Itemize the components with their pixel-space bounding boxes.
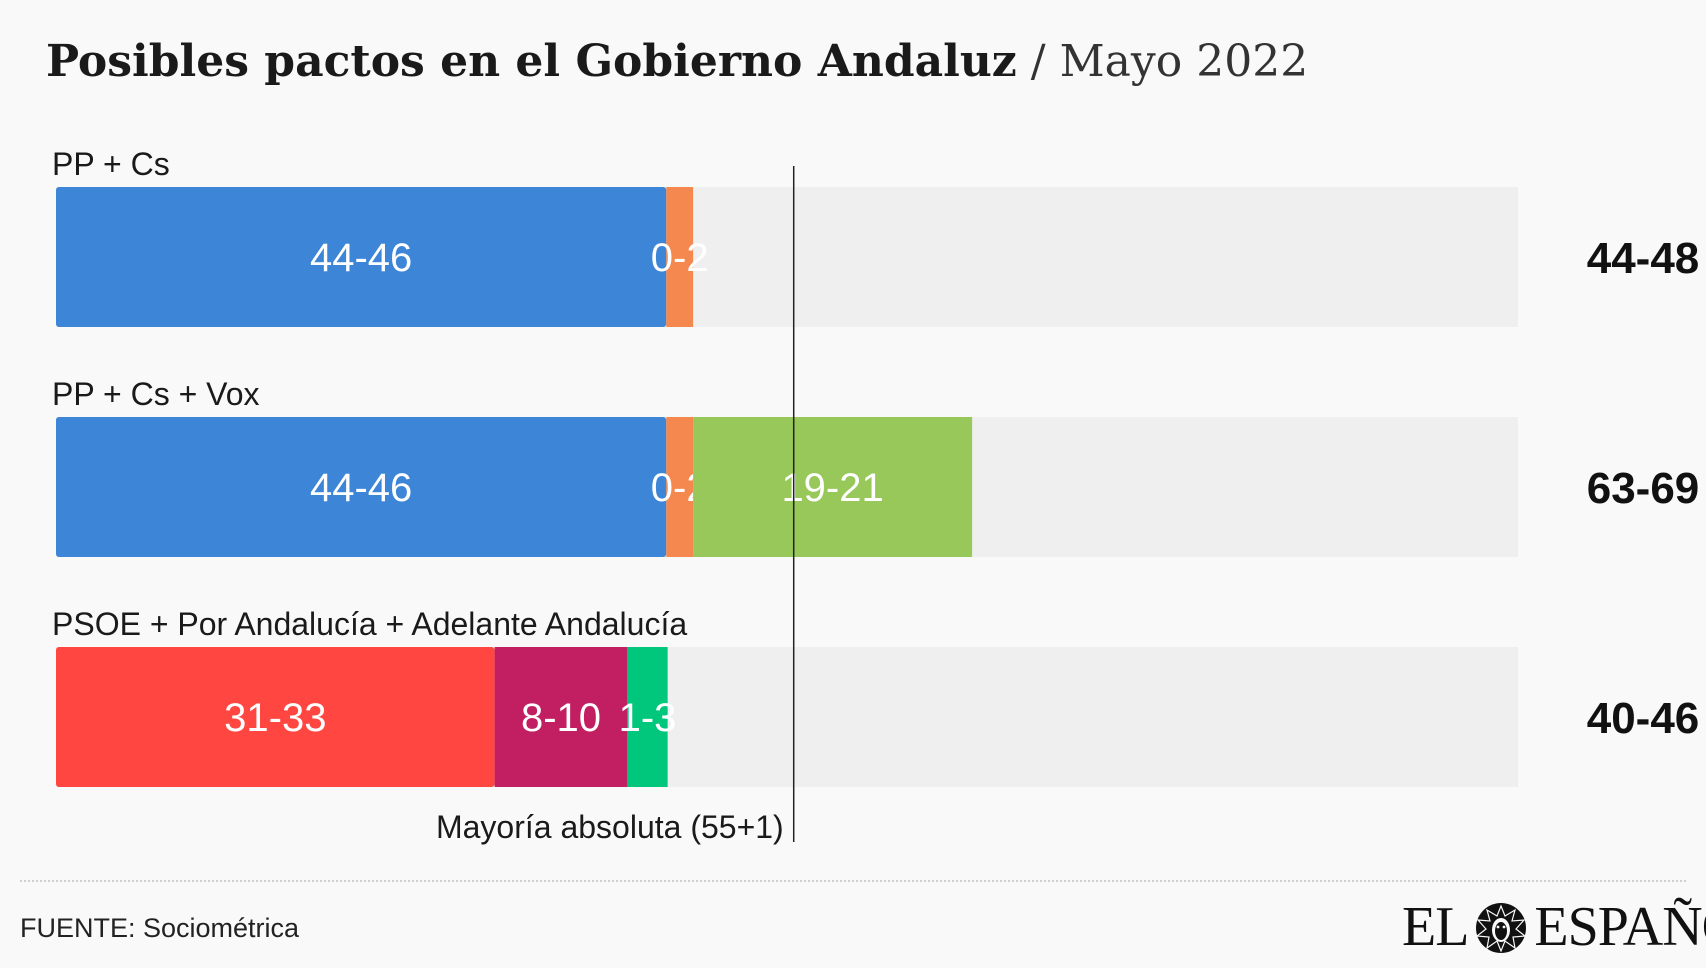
bar-segment: [494, 647, 628, 787]
footer-divider: [20, 880, 1686, 882]
segment-value-label: 1-3: [619, 696, 677, 740]
bar-segment: [666, 187, 694, 327]
segment-value-label: 44-46: [310, 236, 412, 280]
lion-head-icon: [1472, 900, 1530, 954]
row-label: PP + Cs: [52, 146, 170, 182]
logo-text-right: ESPAÑOL: [1534, 896, 1706, 958]
row-label: PSOE + Por Andalucía + Adelante Andalucí…: [52, 606, 687, 642]
segment-value-label: 19-21: [781, 466, 883, 510]
bar-segment: [56, 187, 667, 327]
bar-segment: [693, 417, 973, 557]
row-total-label: 44-48: [1587, 234, 1700, 283]
segment-value-label: 44-46: [310, 466, 412, 510]
source-note: FUENTE: Sociométrica: [20, 913, 300, 943]
bar-segment: [56, 417, 667, 557]
chart-subtitle: Mayo 2022: [1059, 36, 1309, 87]
chart-title: Posibles pactos en el Gobierno Andaluz: [46, 36, 1017, 87]
segment-value-label: 8-10: [521, 696, 601, 740]
bar-segment: [627, 647, 668, 787]
title-separator: /: [1030, 36, 1046, 87]
segment-value-label: 31-33: [224, 696, 326, 740]
segment-value-label: 0-2: [651, 236, 709, 280]
row-label: PP + Cs + Vox: [52, 376, 260, 412]
row-total-label: 63-69: [1587, 464, 1700, 513]
bar-segment: [666, 417, 694, 557]
bar-segment: [56, 647, 495, 787]
logo-text-left: EL: [1402, 896, 1469, 958]
row-total-label: 40-46: [1587, 694, 1700, 743]
brand-logo: EL ESPAÑOL: [1402, 895, 1706, 959]
majority-reference-label: Mayoría absoluta (55+1): [436, 809, 784, 845]
chart-title-block: Posibles pactos en el Gobierno Andaluz /…: [46, 32, 1308, 92]
